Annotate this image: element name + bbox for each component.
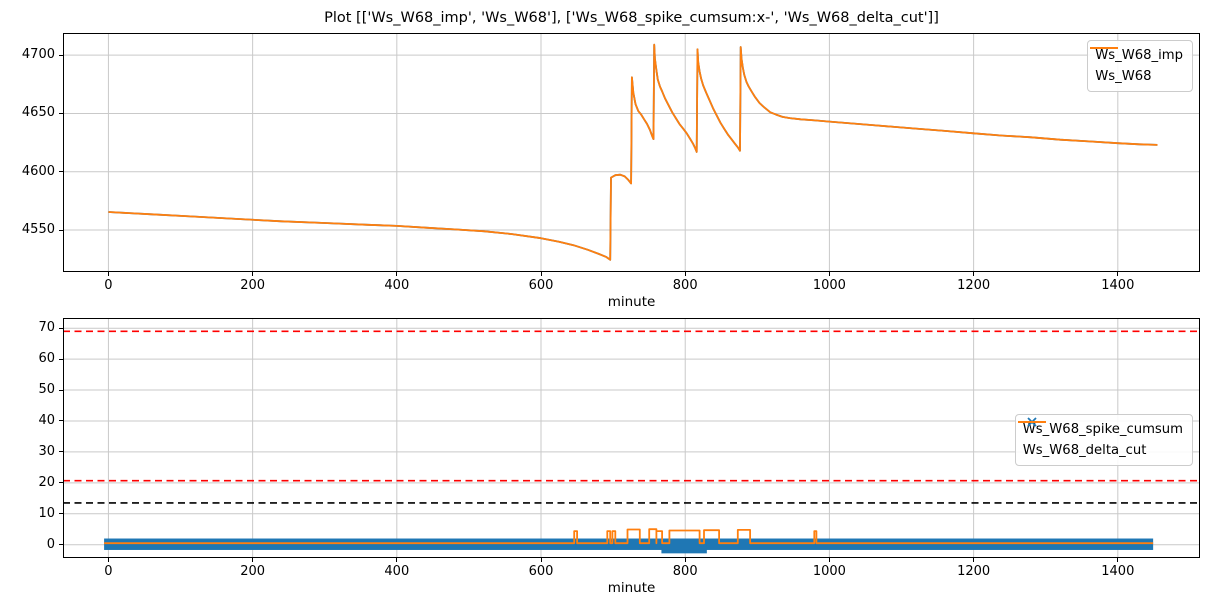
x-tick-mark <box>973 272 975 276</box>
y-tick-mark <box>59 171 63 173</box>
x-tick-mark <box>540 558 542 562</box>
x-tick-mark <box>828 272 830 276</box>
bottom-plot-xlabel: minute <box>607 580 656 596</box>
x-tick-mark <box>684 272 686 276</box>
y-tick-label: 60 <box>38 351 55 367</box>
y-tick-label: 30 <box>38 443 55 459</box>
legend-label: Ws_W68 <box>1095 69 1152 84</box>
y-tick-mark <box>59 513 63 515</box>
bottom-plot-canvas <box>63 318 1200 558</box>
y-tick-mark <box>59 358 63 360</box>
y-tick-label: 70 <box>38 320 55 336</box>
series-Ws_W68_imp <box>108 43 1158 261</box>
y-tick-label: 4600 <box>21 163 55 179</box>
x-tick-mark <box>252 558 254 562</box>
top-plot: 0 200 400 600 800 1000 1200 1400 4550 4600 4650 47… <box>22 33 1200 310</box>
top-plot-legend: Ws_W68_imp Ws_W68 <box>1087 40 1193 92</box>
y-tick-label: 10 <box>38 505 55 521</box>
x-tick-label: 200 <box>240 278 266 293</box>
x-tick-mark <box>973 558 975 562</box>
y-tick-label: 20 <box>38 474 55 490</box>
x-tick-mark <box>540 272 542 276</box>
x-tick-label: 600 <box>528 564 554 579</box>
x-tick-label: 1000 <box>812 564 846 579</box>
x-tick-label: 0 <box>104 564 113 579</box>
bottom-plot-legend: Ws_W68_spike_cumsum Ws_W68_delta_cut <box>1014 414 1193 466</box>
x-tick-label: 1000 <box>812 278 846 293</box>
x-tick-label: 600 <box>528 278 554 293</box>
y-tick-label: 0 <box>46 536 55 552</box>
y-tick-mark <box>59 112 63 114</box>
x-tick-mark <box>252 272 254 276</box>
series-Ws_W68 <box>108 43 1158 261</box>
y-tick-mark <box>59 389 63 391</box>
x-tick-mark <box>396 272 398 276</box>
y-tick-mark <box>59 482 63 484</box>
y-tick-mark <box>59 327 63 329</box>
plot-title: Plot [['Ws_W68_imp', 'Ws_W68'], ['Ws_W68… <box>324 10 939 26</box>
x-tick-label: 400 <box>384 564 410 579</box>
x-tick-label: 800 <box>672 564 698 579</box>
y-tick-mark <box>59 451 63 453</box>
x-tick-mark <box>107 272 109 276</box>
axes-frame <box>63 33 1200 272</box>
y-tick-label: 4700 <box>21 47 55 63</box>
bottom-plot: 0 200 400 600 800 1000 1200 1400 0 10 20 30 40 50 60 7… <box>38 318 1200 596</box>
legend-label: Ws_W68_imp <box>1095 48 1183 63</box>
y-tick-mark <box>59 229 63 231</box>
y-tick-label: 4650 <box>21 105 55 121</box>
x-tick-label: 800 <box>672 278 698 293</box>
legend-entry: Ws_W68 <box>1090 47 1183 87</box>
top-plot-xlabel: minute <box>607 294 656 310</box>
x-tick-mark <box>107 558 109 562</box>
legend-entry: Ws_W68_delta_cut <box>1017 421 1183 461</box>
x-tick-mark <box>1117 272 1119 276</box>
y-tick-mark <box>59 420 63 422</box>
y-tick-mark <box>59 54 63 56</box>
x-tick-label: 1200 <box>957 564 991 579</box>
legend-line-sample <box>1090 47 1119 49</box>
y-tick-mark <box>59 544 63 546</box>
series-Ws_W68_spike_cumsum <box>104 538 1154 550</box>
series-Ws_W68_delta_cut <box>104 528 1154 545</box>
x-tick-mark <box>396 558 398 562</box>
x-tick-label: 200 <box>240 564 266 579</box>
legend-label: Ws_W68_delta_cut <box>1022 443 1147 458</box>
top-plot-canvas <box>63 33 1200 272</box>
y-tick-label: 4550 <box>21 222 55 238</box>
legend-line-sample <box>1017 421 1046 423</box>
x-tick-label: 1400 <box>1101 278 1135 293</box>
series-Ws_W68_spike_cumsum-thick <box>661 538 707 554</box>
y-tick-label: 40 <box>38 412 55 428</box>
legend-label: Ws_W68_spike_cumsum <box>1022 422 1183 437</box>
y-tick-label: 50 <box>38 382 55 398</box>
x-tick-label: 1400 <box>1101 564 1135 579</box>
x-tick-label: 1200 <box>957 278 991 293</box>
axes-frame <box>63 318 1200 558</box>
x-tick-mark <box>684 558 686 562</box>
x-tick-label: 400 <box>384 278 410 293</box>
x-tick-label: 0 <box>104 278 113 293</box>
x-tick-mark <box>828 558 830 562</box>
x-tick-mark <box>1117 558 1119 562</box>
